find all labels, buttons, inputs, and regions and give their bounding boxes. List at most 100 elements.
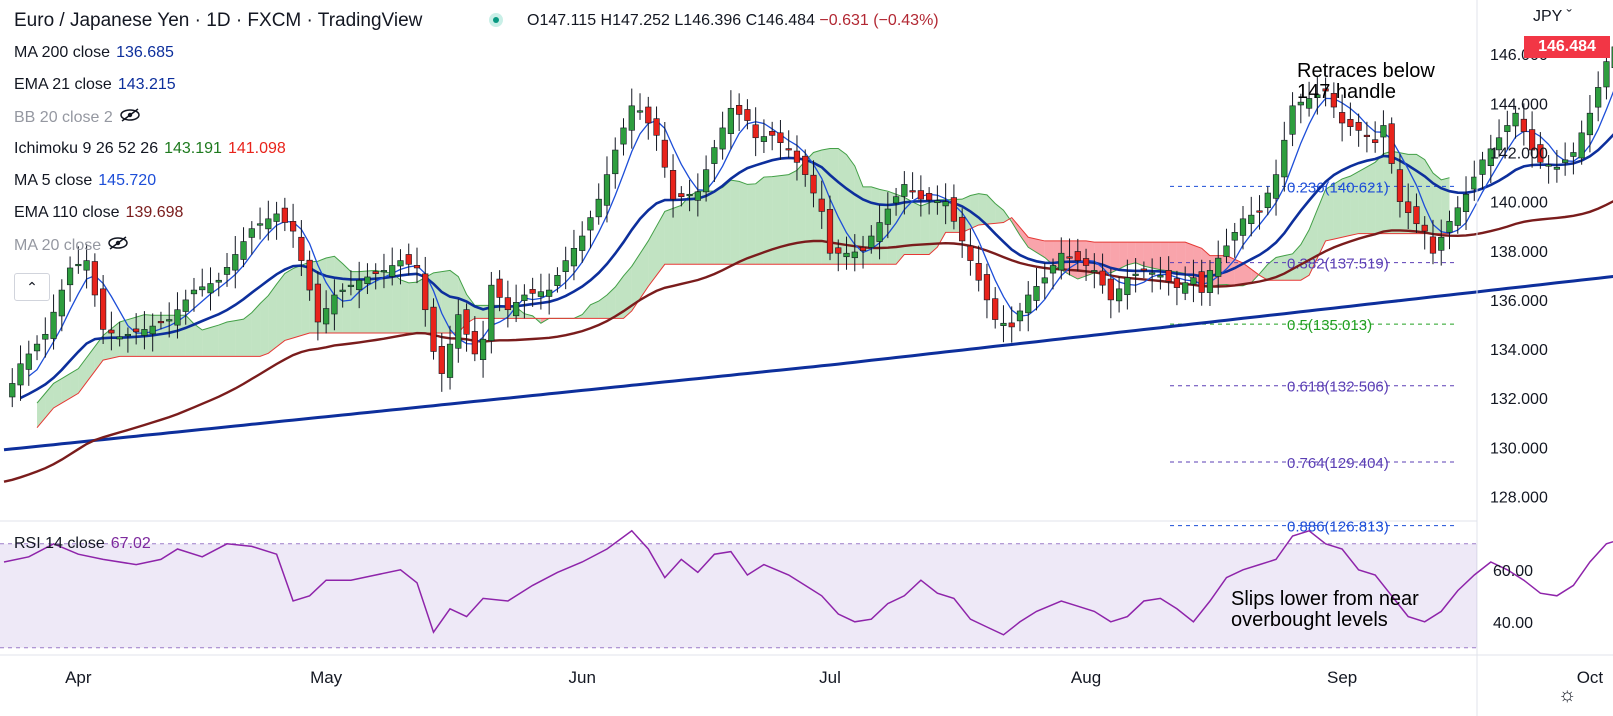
candle: [876, 204, 883, 260]
candle-body: [1025, 294, 1032, 314]
candle: [331, 279, 338, 331]
hidden-eye-icon[interactable]: [107, 236, 129, 254]
legend-item[interactable]: EMA 21 close 143.215: [14, 76, 176, 94]
candle-body: [289, 221, 297, 232]
legend-item[interactable]: MA 200 close 136.685: [14, 44, 174, 62]
candle: [868, 225, 875, 254]
legend-item[interactable]: EMA 110 close 139.698: [14, 204, 183, 222]
open-value: O147.115: [527, 12, 597, 29]
candle: [265, 200, 272, 241]
candle: [1520, 103, 1527, 146]
legend-item[interactable]: Ichimoku 9 26 52 26 143.191 141.098: [14, 140, 286, 158]
candle: [669, 154, 677, 218]
candle-body: [1396, 169, 1404, 202]
candle: [479, 320, 487, 378]
candle: [1396, 154, 1404, 218]
cloud-segment: [755, 177, 764, 265]
candle-body: [843, 252, 850, 258]
candle-body: [1512, 112, 1519, 127]
cloud-segment: [524, 313, 533, 319]
candle: [1132, 258, 1139, 293]
candle-body: [1454, 207, 1461, 226]
collapse-legend-button[interactable]: ⌃: [14, 273, 50, 301]
cloud-segment: [1383, 151, 1392, 234]
candle-body: [347, 284, 355, 287]
candle-body: [950, 197, 957, 222]
candle: [1347, 102, 1354, 136]
candle-body: [901, 184, 908, 197]
candle-body: [232, 254, 239, 271]
cloud-segment: [1036, 239, 1045, 258]
cloud-segment: [284, 268, 294, 341]
cloud-segment: [260, 295, 269, 357]
candle-body: [1033, 286, 1040, 301]
legend-item[interactable]: MA 5 close 145.720: [14, 172, 156, 190]
cloud-segment: [664, 208, 674, 265]
candle-body: [256, 223, 264, 226]
candle-body: [1157, 275, 1164, 278]
cloud-segment: [61, 373, 71, 404]
y-tick-label: 128.000: [1490, 489, 1548, 506]
legend-item[interactable]: MA 20 close: [14, 236, 129, 255]
currency-selector[interactable]: JPY ˇ: [1533, 8, 1572, 26]
fib-label: 0.5(135.013): [1287, 317, 1372, 334]
candle: [1578, 120, 1585, 165]
candle: [306, 250, 313, 301]
candle-body: [339, 289, 346, 292]
candle-body: [612, 149, 619, 175]
cloud-segment: [995, 203, 1004, 224]
legend-item[interactable]: BB 20 close 2: [14, 108, 141, 127]
candlesticks: [9, 46, 1613, 408]
candle-body: [1264, 192, 1271, 209]
candle-body: [446, 343, 454, 378]
ma200-line: [3, 274, 1613, 452]
cloud-segment: [1185, 242, 1194, 280]
candle-body: [42, 333, 49, 340]
cloud-segment: [912, 201, 921, 255]
candle-body: [769, 130, 776, 136]
candle: [314, 271, 321, 341]
candle-body: [1008, 322, 1015, 328]
candle-body: [1603, 61, 1610, 88]
candle-body: [1289, 105, 1296, 135]
candle-body: [314, 283, 321, 323]
candle-body: [223, 267, 231, 275]
candle: [215, 272, 222, 297]
high-value: H147.252: [600, 12, 670, 29]
cloud-segment: [185, 315, 194, 357]
legend-value: 143.191: [164, 140, 222, 157]
candle-body: [1429, 236, 1437, 254]
candle: [1603, 54, 1610, 100]
candle-body: [1165, 270, 1172, 282]
candle: [909, 172, 916, 199]
cloud-segment: [1086, 240, 1095, 276]
rsi-annotation-line-1: Slips lower from near: [1231, 588, 1419, 610]
candle: [166, 302, 173, 338]
settings-gear-icon[interactable]: ☼: [1558, 684, 1577, 706]
hidden-eye-icon[interactable]: [119, 108, 141, 126]
candle-body: [1380, 125, 1387, 138]
candle-body: [727, 107, 734, 134]
candle-body: [405, 254, 412, 265]
legend-label: Ichimoku 9 26 52 26: [14, 140, 159, 157]
candle-body: [835, 247, 842, 254]
candle-body: [248, 228, 255, 238]
candle: [190, 277, 198, 312]
legend-label: MA 20 close: [14, 237, 102, 254]
change-value: −0.631 (−0.43%): [819, 12, 939, 29]
candle-body: [1256, 210, 1263, 213]
x-tick-label: Oct: [1577, 668, 1604, 687]
fib-label: 0.764(129.404): [1287, 455, 1389, 472]
candle: [1429, 219, 1437, 265]
cloud-segment: [103, 328, 112, 361]
candle-body: [364, 276, 371, 284]
fibonacci-levels: 0.236(140.621) 0.382(137.519) 0.5(135.013)…: [1170, 179, 1455, 536]
candle: [769, 121, 776, 151]
candle: [1586, 95, 1594, 153]
candle: [471, 316, 478, 362]
main-annotation-line-1: Retraces below: [1297, 60, 1435, 82]
candle: [1173, 270, 1181, 306]
candle-body: [1339, 112, 1346, 124]
candle: [1008, 306, 1015, 343]
candle: [1025, 281, 1032, 332]
